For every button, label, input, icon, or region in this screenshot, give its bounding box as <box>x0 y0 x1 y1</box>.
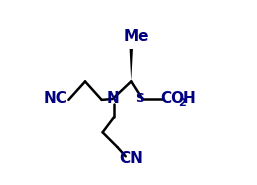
Text: 2: 2 <box>178 98 186 108</box>
Text: S: S <box>135 92 144 105</box>
Text: CN: CN <box>119 151 143 166</box>
Text: Me: Me <box>124 28 150 44</box>
Text: H: H <box>182 91 195 107</box>
Polygon shape <box>130 49 133 81</box>
Text: NC: NC <box>43 91 67 107</box>
Text: N: N <box>106 91 119 107</box>
Text: CO: CO <box>160 91 184 107</box>
